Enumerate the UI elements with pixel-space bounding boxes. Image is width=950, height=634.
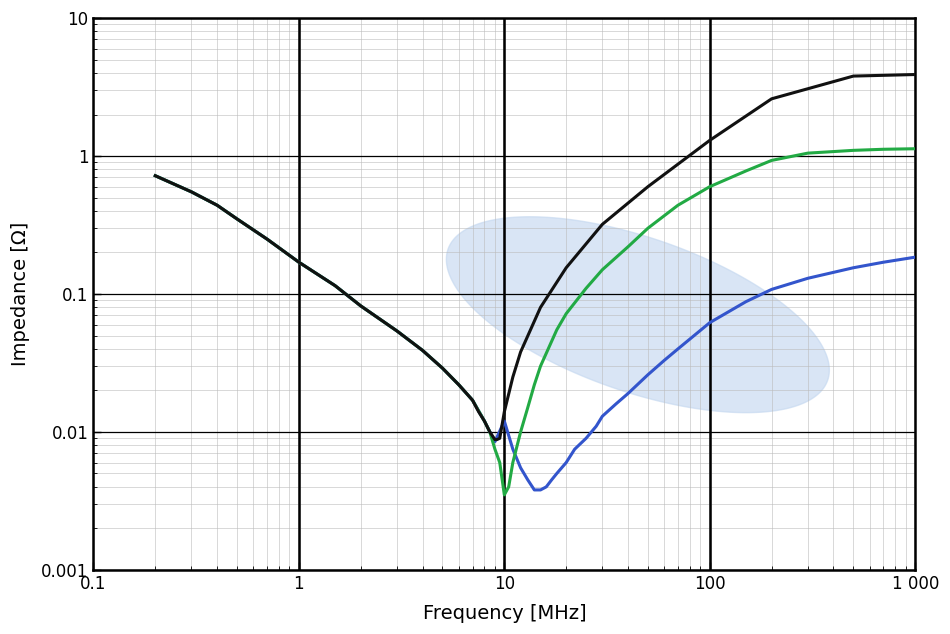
X-axis label: Frequency [MHz]: Frequency [MHz] [423,604,586,623]
Polygon shape [446,217,829,413]
Y-axis label: Impedance [Ω]: Impedance [Ω] [11,222,30,366]
